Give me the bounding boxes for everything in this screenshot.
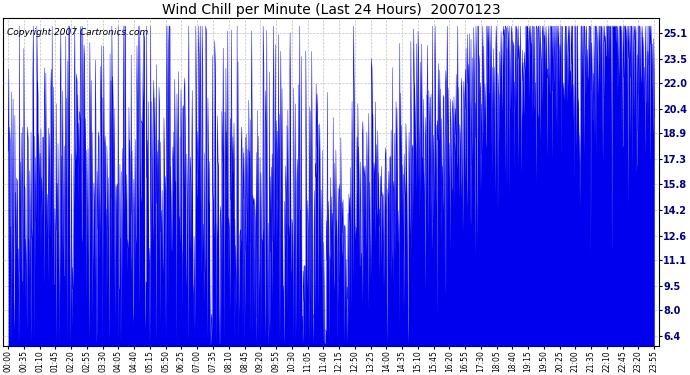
- Title: Wind Chill per Minute (Last 24 Hours)  20070123: Wind Chill per Minute (Last 24 Hours) 20…: [162, 3, 500, 17]
- Text: Copyright 2007 Cartronics.com: Copyright 2007 Cartronics.com: [7, 28, 148, 37]
